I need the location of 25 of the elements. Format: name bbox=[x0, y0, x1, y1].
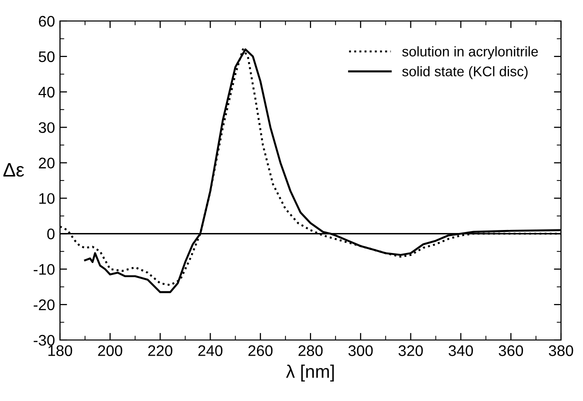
y-tick-label: 20 bbox=[38, 158, 55, 168]
legend-label: solution in acrylonitrile bbox=[402, 46, 538, 60]
x-tick-label: 260 bbox=[248, 345, 273, 356]
legend-label: solid state (KCl disc) bbox=[402, 66, 528, 80]
x-tick-label: 200 bbox=[98, 345, 122, 356]
y-tick-label: -20 bbox=[34, 299, 55, 310]
y-tick-label: 40 bbox=[38, 86, 55, 98]
y-tick-label: 10 bbox=[39, 193, 55, 204]
x-tick-label: 280 bbox=[298, 345, 323, 356]
x-tick-label: 300 bbox=[348, 345, 373, 356]
x-tick-label: 360 bbox=[498, 345, 524, 356]
x-axis-title: λ [nm] bbox=[286, 364, 334, 382]
y-tick-label: 0 bbox=[47, 228, 55, 240]
y-tick-label: 60 bbox=[38, 16, 55, 27]
y-tick-label: -10 bbox=[34, 264, 55, 275]
y-tick-label: 30 bbox=[38, 122, 55, 134]
y-tick-label: -30 bbox=[34, 334, 55, 346]
x-tick-label: 220 bbox=[148, 345, 172, 356]
x-tick-label: 180 bbox=[48, 345, 72, 356]
x-tick-label: 320 bbox=[398, 345, 423, 356]
x-tick-label: 340 bbox=[448, 345, 473, 356]
x-tick-label: 240 bbox=[198, 345, 222, 356]
y-tick-label: 50 bbox=[38, 51, 55, 62]
y-axis-title: Δε bbox=[3, 163, 24, 177]
x-tick-label: 380 bbox=[548, 345, 574, 356]
